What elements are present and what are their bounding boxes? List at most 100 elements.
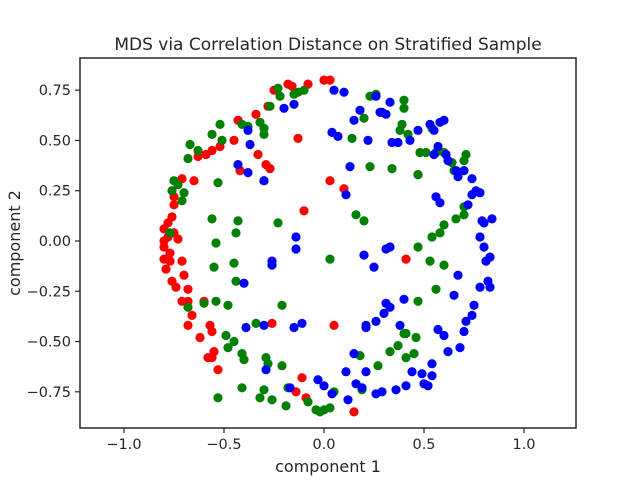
x-tick-label: 0.0 — [312, 437, 335, 453]
scatter-point — [371, 91, 381, 101]
scatter-point — [349, 407, 359, 417]
scatter-point — [325, 75, 335, 85]
scatter-point — [439, 220, 449, 230]
x-axis-title: component 1 — [275, 457, 381, 476]
scatter-point — [397, 119, 407, 129]
scatter-point — [229, 258, 239, 268]
scatter-point — [215, 119, 225, 129]
scatter-point — [199, 298, 209, 308]
scatter-point — [343, 395, 353, 405]
scatter-point — [401, 381, 411, 391]
scatter-point — [399, 103, 409, 113]
scatter-point — [401, 353, 411, 363]
scatter-point — [459, 166, 469, 176]
scatter-point — [229, 135, 239, 145]
scatter-point — [485, 282, 495, 292]
scatter-point — [355, 105, 365, 115]
scatter-point — [275, 91, 285, 101]
scatter-point — [371, 316, 381, 326]
scatter-point — [187, 310, 197, 320]
scatter-point — [361, 322, 371, 333]
scatter-point — [231, 276, 241, 286]
scatter-point — [159, 242, 169, 252]
scatter-point — [435, 228, 445, 238]
scatter-point — [359, 250, 369, 260]
scatter-point — [427, 232, 437, 242]
scatter-point — [369, 262, 379, 272]
scatter-point — [243, 168, 253, 178]
scatter-point — [395, 320, 405, 330]
scatter-point — [289, 322, 299, 333]
scatter-point — [481, 256, 491, 266]
scatter-point — [195, 332, 205, 343]
scatter-point — [399, 294, 409, 304]
scatter-point — [223, 300, 233, 310]
scatter-point — [351, 210, 361, 220]
scatter-point — [371, 389, 381, 399]
scatter-point — [183, 320, 193, 330]
scatter-point — [171, 282, 181, 292]
scatter-point — [325, 176, 335, 186]
scatter-point — [281, 401, 291, 411]
scatter-point — [427, 359, 437, 369]
scatter-point — [411, 332, 421, 343]
scatter-point — [289, 99, 299, 109]
scatter-point — [213, 393, 223, 403]
scatter-point — [291, 244, 301, 254]
scatter-point — [169, 200, 179, 210]
scatter-point — [405, 135, 415, 145]
scatter-point — [207, 353, 217, 363]
scatter-point — [407, 367, 417, 377]
scatter-point — [469, 300, 479, 310]
scatter-point — [173, 234, 183, 244]
scatter-point — [201, 149, 211, 160]
scatter-point — [189, 176, 199, 186]
scatter-point — [229, 336, 239, 347]
y-tick-label: 0.00 — [39, 234, 71, 250]
scatter-point — [245, 139, 255, 150]
scatter-point — [385, 302, 395, 312]
scatter-point — [329, 85, 339, 95]
scatter-point — [351, 379, 361, 389]
scatter-point — [359, 113, 369, 123]
x-tick-label: 1.0 — [512, 437, 535, 453]
scatter-point — [429, 149, 439, 160]
scatter-point — [363, 135, 373, 145]
scatter-point — [177, 256, 187, 266]
scatter-point — [325, 254, 335, 264]
scatter-point — [259, 385, 269, 395]
scatter-point — [399, 95, 409, 105]
scatter-point — [401, 328, 411, 339]
scatter-point — [303, 397, 313, 407]
scatter-point — [425, 119, 435, 129]
scatter-point — [313, 375, 323, 385]
scatter-point — [453, 270, 463, 280]
scatter-point — [433, 324, 443, 335]
scatter-point — [339, 87, 349, 97]
scatter-point — [177, 196, 187, 206]
scatter-point — [213, 365, 223, 375]
y-axis-title: component 2 — [5, 190, 24, 296]
scatter-point — [255, 393, 265, 403]
scatter-point — [425, 256, 435, 266]
scatter-point — [391, 385, 401, 395]
scatter-point — [439, 260, 449, 270]
scatter-point — [325, 403, 335, 413]
scatter-point — [265, 164, 275, 174]
scatter-point — [267, 256, 277, 266]
scatter-point — [285, 383, 295, 393]
scatter-point — [431, 284, 441, 294]
scatter-point — [165, 256, 175, 266]
scatter-point — [177, 296, 187, 306]
scatter-point — [251, 109, 261, 119]
scatter-point — [211, 296, 221, 306]
scatter-point — [377, 107, 387, 117]
scatter-point — [475, 282, 485, 292]
scatter-point — [433, 141, 443, 152]
y-tick-label: −0.25 — [27, 284, 71, 300]
scatter-point — [417, 369, 427, 379]
scatter-point — [207, 129, 217, 139]
scatter-point — [273, 83, 283, 93]
scatter-point — [213, 178, 223, 188]
scatter-point — [327, 127, 337, 137]
